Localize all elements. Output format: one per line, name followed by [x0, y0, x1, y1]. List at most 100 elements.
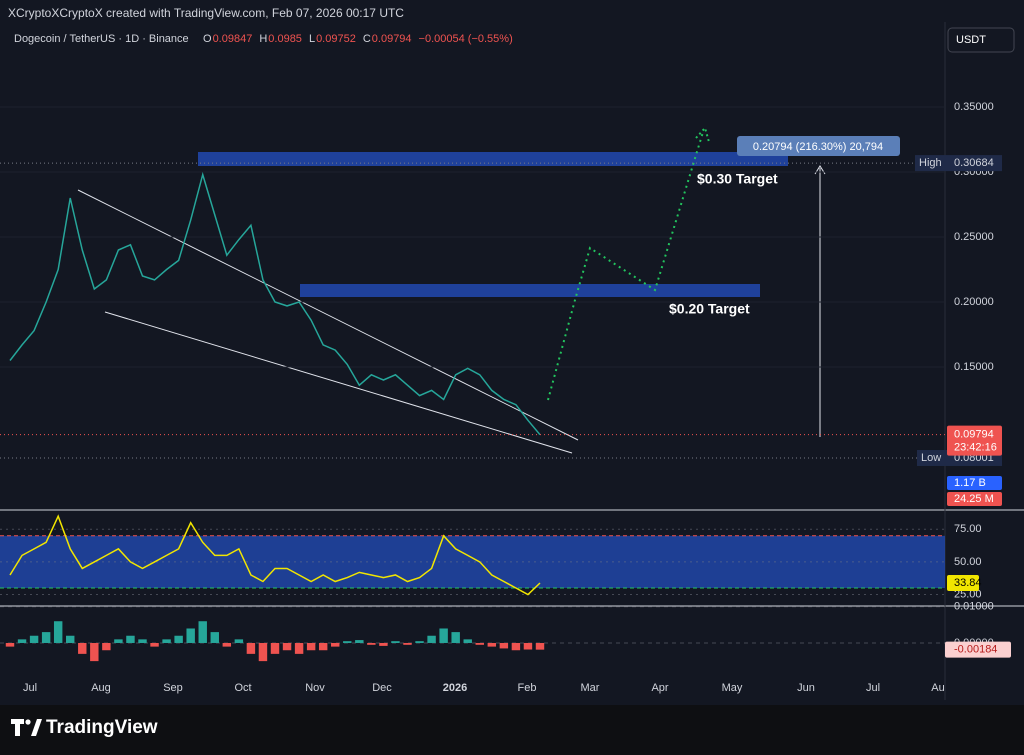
macd-bar: [210, 632, 219, 643]
macd-bar: [234, 639, 244, 643]
macd-bar: [270, 642, 280, 654]
last-price: 0.09794: [954, 429, 994, 441]
macd-bar: [126, 635, 135, 643]
x-tick-label: Mar: [581, 682, 600, 694]
high-price: 0.30684: [954, 157, 994, 169]
rsi-line: [9, 514, 541, 596]
macd-last: -0.00184: [954, 644, 997, 656]
ohlc-key: O: [203, 33, 212, 45]
y-tick-label: 0.35000: [954, 101, 994, 113]
macd-bar: [174, 635, 183, 643]
macd-bar: [499, 642, 509, 649]
macd-bar: [29, 635, 39, 643]
y-tick-label: 0.15000: [954, 361, 994, 373]
macd-bar: [258, 642, 268, 662]
macd-bar: [343, 641, 352, 643]
low-tag: [917, 449, 947, 466]
y-tick-label: 0.20000: [954, 296, 994, 308]
macd-bar: [487, 642, 497, 647]
x-tick-label: Nov: [305, 682, 325, 694]
high-tag: [915, 155, 947, 172]
rsi-last: 33.84: [954, 577, 982, 589]
ohlc-value: 0.09794: [372, 33, 412, 45]
macd-bar: [66, 635, 75, 643]
x-tick-label: Dec: [372, 682, 392, 694]
macd-bar: [5, 642, 15, 647]
ohlc-key: C: [363, 33, 371, 45]
tradingview-logo-icon: [11, 719, 42, 736]
currency[interactable]: USDT: [956, 34, 986, 46]
high-label: High: [919, 157, 942, 169]
currency-button[interactable]: [947, 27, 1015, 53]
x-tick-label: Jun: [797, 682, 815, 694]
x-tick-label: Au: [931, 682, 944, 694]
macd-bar: [198, 621, 207, 643]
macd-bar: [150, 642, 159, 647]
macd-bar: [451, 632, 460, 643]
volume-label: 1.17 B: [954, 477, 986, 489]
annotation: $0.20 Target: [669, 301, 750, 317]
measure-box: [737, 136, 900, 156]
ohlc-key: L: [309, 33, 315, 45]
macd-bar: [535, 642, 545, 650]
measure-arrow: [814, 165, 826, 175]
macd-bar: [379, 642, 388, 646]
rsi-band: [0, 535, 945, 589]
macd-bar: [162, 639, 171, 643]
x-tick-label: 2026: [443, 682, 467, 694]
y-tick-label: 0.01000: [954, 601, 994, 613]
macd-bar: [415, 641, 424, 643]
x-tick-label: Jul: [23, 682, 37, 694]
annotation: $0.30 Target: [697, 171, 778, 187]
ohlc-key: H: [259, 33, 267, 45]
measure-label: 0.20794 (216.30%) 20,794: [753, 141, 883, 153]
macd-bar: [17, 639, 27, 643]
y-tick-label: 25.00: [954, 588, 982, 600]
change: −0.00054 (−0.55%): [419, 33, 513, 45]
macd-bar: [246, 642, 256, 654]
price-line: [9, 171, 541, 436]
macd-bar: [331, 642, 340, 647]
attribution: XCryptoXCryptoX created with TradingView…: [8, 6, 404, 20]
macd-bar: [41, 632, 51, 643]
macd-bar: [318, 642, 328, 651]
target-zone: [300, 284, 760, 297]
macd-bar: [53, 621, 63, 643]
rsi-tag: [947, 575, 979, 592]
macd-bar: [367, 642, 376, 645]
footer-logo: TradingView: [46, 717, 158, 738]
macd-bar: [355, 640, 364, 643]
y-tick-label: 75.00: [954, 523, 982, 535]
macd-bar: [391, 641, 400, 643]
x-tick-label: Sep: [163, 682, 183, 694]
countdown: 23:42:16: [954, 442, 997, 454]
volume-label: 24.25 M: [954, 493, 994, 505]
symbol: Dogecoin / TetherUS · 1D · Binance: [14, 33, 189, 45]
macd-bar: [78, 642, 87, 654]
macd-bar: [523, 642, 533, 650]
last-price-tag: [947, 425, 1002, 456]
trendline: [77, 189, 579, 441]
x-tick-label: Feb: [518, 682, 537, 694]
x-tick-label: May: [722, 682, 743, 694]
macd-bar: [427, 635, 436, 643]
y-tick-label: 0.25000: [954, 231, 994, 243]
macd-tag: [945, 641, 1011, 658]
volume-tag: [947, 492, 1002, 506]
ohlc-value: 0.09752: [316, 33, 356, 45]
x-tick-label: Oct: [234, 682, 251, 694]
y-tick-label: 50.00: [954, 556, 982, 568]
high-price-tag: [947, 155, 1002, 172]
volume-tag: [947, 476, 1002, 490]
macd-bar: [475, 642, 484, 645]
trendline: [104, 311, 573, 454]
x-tick-label: Aug: [91, 682, 111, 694]
low-label: Low: [921, 452, 941, 464]
ohlc-value: 0.09847: [213, 33, 253, 45]
x-tick-label: Jul: [866, 682, 880, 694]
macd-bar: [282, 642, 292, 651]
macd-bar: [186, 628, 195, 643]
macd-bar: [306, 642, 316, 651]
